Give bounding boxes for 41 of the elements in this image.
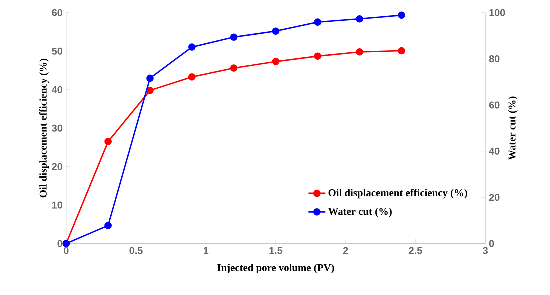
point [356, 48, 364, 56]
point [314, 18, 322, 26]
legend-label: Water cut (%) [328, 208, 392, 218]
point [104, 138, 112, 146]
x-axis-title: Injected pore volume (PV) [218, 264, 334, 274]
y2-axis-title: Water cut (%) [508, 96, 518, 160]
y2-tick-label: 40 [489, 148, 500, 155]
x-tick-label: 0 [64, 247, 69, 254]
y-tick-label: 30 [52, 124, 62, 132]
point [272, 28, 280, 35]
x-tick-label: 0.5 [130, 247, 143, 254]
x-tick-label: 2.5 [409, 247, 422, 254]
y-tick-label: 60 [52, 9, 62, 16]
y2-tick-label: 60 [489, 102, 500, 109]
point [146, 74, 154, 82]
y-tick-label: 20 [52, 163, 62, 170]
y-tick-label: 40 [52, 86, 62, 94]
y-tick-label: 10 [52, 202, 62, 209]
point [104, 222, 112, 230]
legend-label: Oil displacement efficiency (%) [328, 188, 468, 199]
point [398, 12, 406, 19]
x-tick-label: 2 [343, 247, 348, 254]
point [230, 64, 238, 72]
x-tick-label: 1.5 [270, 247, 283, 254]
y-tick-label: 50 [52, 48, 62, 55]
point [314, 52, 322, 60]
y2-tick-label: 0 [489, 240, 494, 248]
y-tick-label: 0 [58, 240, 62, 248]
y-axis-title: Oil displacement efficiency (%) [39, 58, 50, 198]
point [188, 43, 196, 51]
y2-tick-label: 20 [489, 194, 500, 201]
x-tick-label: 3 [483, 247, 488, 254]
y2-tick-label: 100 [490, 9, 506, 16]
point [146, 86, 154, 94]
point [230, 34, 238, 41]
x-tick-label: 1 [204, 247, 209, 254]
point [272, 58, 280, 66]
point [356, 15, 364, 23]
point [398, 47, 406, 54]
point [188, 73, 196, 81]
y2-tick-label: 80 [489, 55, 500, 62]
